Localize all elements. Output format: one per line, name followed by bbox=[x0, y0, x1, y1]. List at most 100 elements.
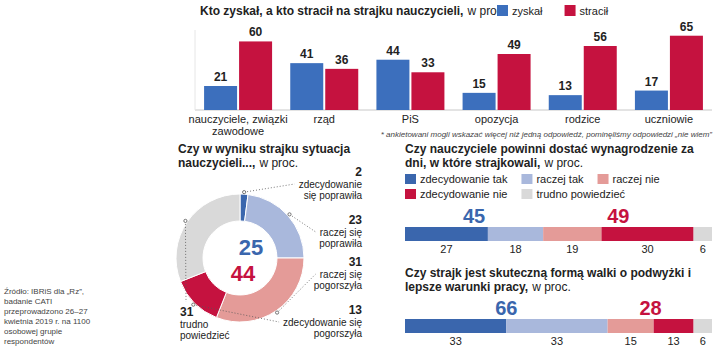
bar-segment bbox=[694, 227, 712, 241]
legend-label: trudno powiedzieć bbox=[536, 188, 625, 200]
legend-label: zyskał bbox=[512, 5, 543, 17]
line: zdecydowanie bbox=[299, 179, 363, 190]
leader-dot bbox=[275, 311, 278, 314]
total-label: 66 bbox=[495, 297, 517, 319]
line: badanie CATI bbox=[4, 297, 52, 306]
note: * ankietowani mogli wskazać więcej niż j… bbox=[381, 130, 713, 139]
line: rodzice bbox=[565, 113, 600, 125]
line: uczniowie bbox=[645, 113, 693, 125]
data-label: 13 bbox=[559, 79, 573, 93]
line: zawodowe bbox=[212, 125, 264, 137]
subtitle: w proc. bbox=[531, 280, 571, 294]
data-label: 33 bbox=[450, 335, 462, 347]
line: rząd bbox=[314, 113, 335, 125]
slices bbox=[176, 194, 304, 322]
bar bbox=[549, 95, 582, 110]
legend-label: raczej tak bbox=[536, 173, 584, 185]
data-label: 15 bbox=[472, 77, 486, 91]
bar-segment bbox=[488, 227, 543, 241]
line: Czy w wyniku strajku sytuacja bbox=[178, 142, 350, 156]
bar bbox=[411, 72, 444, 110]
legend-swatch bbox=[497, 5, 508, 16]
line: dni, w które strajkowali, bbox=[405, 156, 540, 170]
total-label: 45 bbox=[463, 205, 485, 227]
bar bbox=[498, 54, 531, 110]
total-label: 28 bbox=[639, 297, 661, 319]
bars bbox=[204, 36, 703, 110]
question-title: Czy nauczyciele powinni dostać wynagrodz… bbox=[405, 142, 694, 170]
data-label: 31 bbox=[180, 305, 194, 319]
line: trudno bbox=[180, 319, 209, 330]
slice-label: raczej siępogorszyła bbox=[314, 269, 363, 291]
line: powiedzieć bbox=[180, 330, 229, 341]
legend-label: stracił bbox=[580, 5, 609, 17]
data-label: 27 bbox=[440, 243, 452, 255]
bar bbox=[204, 86, 237, 110]
data-label: 60 bbox=[249, 25, 263, 39]
total-label: 49 bbox=[607, 205, 629, 227]
data-label: 49 bbox=[507, 38, 521, 52]
legend-swatch bbox=[521, 189, 532, 199]
data-label: 33 bbox=[421, 56, 435, 70]
leader-dot bbox=[288, 213, 291, 216]
bar-segment bbox=[543, 227, 601, 241]
bar bbox=[290, 63, 323, 110]
bar-segment bbox=[601, 227, 693, 241]
line: nauczycieli..., bbox=[178, 156, 255, 170]
line: Czy strajk jest skuteczną formą walki o … bbox=[405, 266, 691, 280]
slice-label: zdecydowanie siępogorszyła bbox=[283, 317, 362, 339]
line: kwietnia 2019 r. na 1100 bbox=[4, 317, 91, 326]
line: raczej się bbox=[320, 269, 363, 280]
axis-line bbox=[195, 110, 712, 111]
leader-line bbox=[185, 221, 187, 302]
bar bbox=[325, 69, 358, 110]
line: osobowej grupie bbox=[4, 327, 63, 336]
question-title: Czy strajk jest skuteczną formą walki o … bbox=[405, 266, 691, 294]
category-label: rząd bbox=[314, 113, 335, 125]
bar bbox=[670, 36, 703, 110]
category-label: PiS bbox=[402, 113, 419, 125]
data-label: 18 bbox=[509, 243, 521, 255]
bar-segment bbox=[694, 319, 712, 333]
data-label: 31 bbox=[349, 255, 363, 269]
category-label: nauczyciele, związkizawodowe bbox=[189, 113, 288, 137]
bar bbox=[463, 93, 496, 110]
category-label: uczniowie bbox=[645, 113, 693, 125]
data-label: 13 bbox=[349, 303, 363, 317]
legend-swatch bbox=[405, 174, 416, 184]
data-label: 33 bbox=[551, 335, 563, 347]
data-label: 21 bbox=[214, 70, 228, 84]
data-label: 2 bbox=[355, 165, 362, 179]
line: pogorszyła bbox=[314, 328, 363, 339]
data-label: 65 bbox=[680, 20, 694, 34]
data-label: 19 bbox=[566, 243, 578, 255]
line: przeprowadzono 26–27 bbox=[4, 307, 88, 316]
leader-line bbox=[277, 274, 316, 313]
slice-label: trudnopowiedzieć bbox=[180, 319, 229, 341]
bar-segment bbox=[654, 319, 694, 333]
leader-line bbox=[244, 184, 294, 192]
leader-line bbox=[290, 214, 316, 232]
legend-swatch bbox=[405, 189, 416, 199]
subtitle: w proc. bbox=[258, 156, 298, 170]
slice-label: zdecydowaniesię poprawiła bbox=[299, 179, 363, 201]
line: respondentów bbox=[4, 337, 54, 346]
data-label: 30 bbox=[641, 243, 653, 255]
bar bbox=[239, 41, 272, 110]
source: Źródło: IBRiS dla „Rz”,badanie CATIprzep… bbox=[4, 287, 91, 346]
bar bbox=[635, 91, 668, 110]
legend-swatch bbox=[598, 174, 609, 184]
bar bbox=[584, 46, 617, 110]
bar-segment bbox=[608, 319, 654, 333]
total-label: 44 bbox=[231, 261, 256, 286]
total-label: 25 bbox=[239, 235, 263, 260]
line: zdecydowanie się bbox=[283, 317, 362, 328]
slice-label: raczej siępoprawiła bbox=[319, 227, 362, 249]
line: nauczyciele, związki bbox=[189, 113, 288, 125]
legend-label: raczej nie bbox=[613, 173, 660, 185]
data-label: 56 bbox=[594, 30, 608, 44]
category-label: opozycja bbox=[475, 113, 519, 125]
line: opozycja bbox=[475, 113, 519, 125]
data-label: 17 bbox=[645, 75, 659, 89]
subtitle: w proc. bbox=[543, 156, 583, 170]
